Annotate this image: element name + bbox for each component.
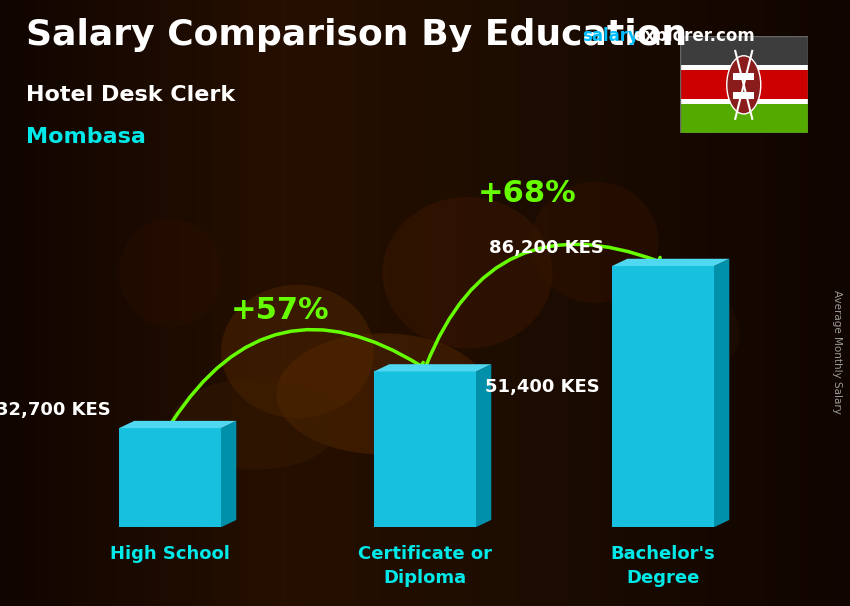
Ellipse shape — [221, 285, 374, 418]
Bar — [680, 70, 807, 99]
Text: Bachelor's
Degree: Bachelor's Degree — [610, 545, 716, 587]
Bar — [680, 36, 807, 65]
Text: Average Monthly Salary: Average Monthly Salary — [832, 290, 842, 413]
Text: Certificate or
Diploma: Certificate or Diploma — [358, 545, 492, 587]
Bar — [733, 73, 755, 80]
Text: 86,200 KES: 86,200 KES — [489, 239, 604, 257]
Bar — [733, 92, 755, 99]
Text: High School: High School — [110, 545, 230, 564]
Text: +68%: +68% — [478, 179, 576, 208]
Text: Mombasa: Mombasa — [26, 127, 145, 147]
Bar — [680, 104, 807, 133]
Ellipse shape — [727, 56, 761, 114]
Ellipse shape — [276, 333, 489, 454]
Bar — [680, 65, 807, 70]
Text: explorer.com: explorer.com — [633, 27, 755, 45]
Text: salary: salary — [582, 27, 639, 45]
Text: Salary Comparison By Education: Salary Comparison By Education — [26, 18, 687, 52]
Ellipse shape — [531, 182, 659, 303]
Bar — [680, 99, 807, 104]
Text: +57%: +57% — [231, 296, 330, 325]
Text: 51,400 KES: 51,400 KES — [484, 378, 599, 396]
Text: Hotel Desk Clerk: Hotel Desk Clerk — [26, 85, 235, 105]
Ellipse shape — [119, 218, 221, 327]
Ellipse shape — [620, 285, 740, 382]
Ellipse shape — [382, 197, 552, 348]
Ellipse shape — [170, 379, 340, 470]
Text: 32,700 KES: 32,700 KES — [0, 401, 110, 419]
